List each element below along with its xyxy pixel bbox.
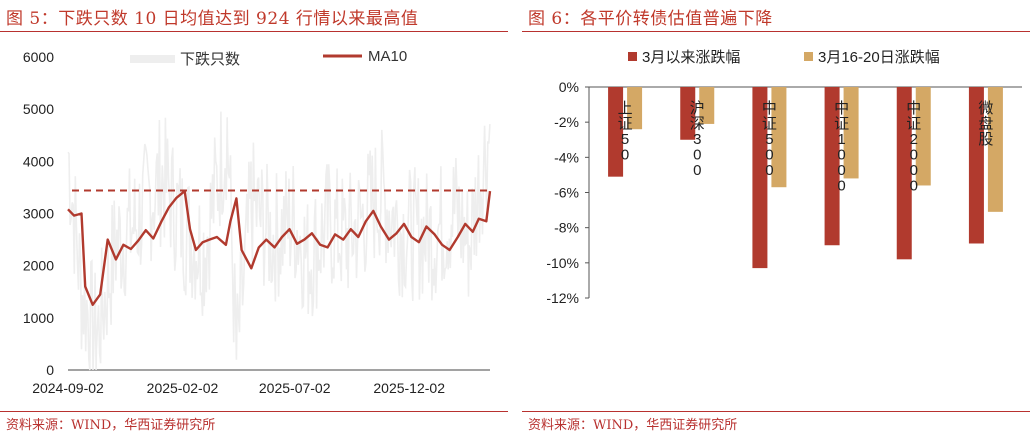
bar-march-16-20 (699, 87, 715, 124)
ma10-series-line (67, 189, 492, 306)
y-tick-label: 1000 (23, 310, 54, 326)
left-figure-panel: 图 5：下跌只数 10 日均值达到 924 行情以来最高值 0 1000 2000 3… (0, 0, 508, 437)
x-category-label: 微盘股 (978, 100, 993, 148)
source-rule (0, 411, 508, 412)
y-tick-label: 4000 (23, 153, 54, 169)
x-tick-label: 2025-02-02 (147, 380, 219, 396)
legend-label-daily: 下跌只数 (180, 51, 240, 68)
y-tick-label: 0% (559, 79, 579, 95)
x-category-label: 中证 2 0 0 0 (906, 100, 921, 195)
source-note: 资料来源：WIND，华西证券研究所 (528, 418, 738, 433)
falling-count-line-chart: 0 1000 2000 3000 4000 5000 6000 2024-09-02 2025-… (23, 48, 492, 396)
figure-title: 图 5：下跌只数 10 日均值达到 924 行情以来最高值 (6, 9, 419, 29)
y-tick-label: 0 (46, 362, 54, 378)
daily-falling-count-series (67, 111, 491, 371)
y-tick-label: 3000 (23, 206, 54, 222)
valuation-change-bar-chart: 0% -2% -4% -6% -8% -10% -12% 上证 5 0 沪深 3 0 0 中证 5 0 0 中证 1 0… (546, 49, 1022, 306)
y-tick-label: -8% (554, 220, 579, 236)
source-note: 资料来源：WIND，华西证券研究所 (6, 418, 216, 433)
bar-march-16-20 (843, 87, 859, 179)
x-category-label: 中证 5 0 0 (762, 100, 777, 179)
y-tick-label: 2000 (23, 258, 54, 274)
bar-march-16-20 (627, 87, 643, 130)
source-rule (522, 411, 1030, 412)
y-tick-label: -4% (554, 149, 579, 165)
y-tick-label: -10% (546, 255, 579, 271)
bar-since-march (824, 87, 840, 246)
x-tick-label: 2025-12-02 (373, 380, 445, 396)
legend-swatch-since-march (628, 52, 637, 61)
bar-since-march (680, 87, 696, 140)
legend-label-march-16-20: 3月16-20日涨跌幅 (818, 49, 940, 66)
bar-since-march (608, 87, 624, 177)
y-tick-label: 5000 (23, 101, 54, 117)
legend-label-since-march: 3月以来涨跌幅 (642, 49, 740, 66)
x-tick-label: 2025-07-02 (259, 380, 331, 396)
bar-since-march (752, 87, 768, 269)
title-rule (522, 31, 1030, 32)
right-figure-panel: 图 6：各平价转债估值普遍下降 0% -2% -4% -6% -8% -10% -12% 上证… (522, 0, 1032, 437)
bar-since-march (968, 87, 984, 244)
x-category-label: 上证 5 0 (618, 100, 633, 164)
bar-since-march (896, 87, 912, 260)
bar-march-16-20 (771, 87, 787, 188)
legend-label-ma10: MA10 (368, 48, 407, 65)
y-tick-label: 6000 (23, 49, 54, 65)
y-tick-label: -2% (554, 114, 579, 130)
legend-swatch-march-16-20 (804, 52, 813, 61)
y-tick-label: -6% (554, 185, 579, 201)
x-tick-label: 2024-09-02 (32, 380, 104, 396)
y-tick-label: -12% (546, 290, 579, 306)
x-category-label: 中证 1 0 0 0 (834, 100, 849, 195)
bar-march-16-20 (915, 87, 931, 186)
title-rule (0, 31, 508, 32)
bar-march-16-20 (987, 87, 1003, 212)
figure-title: 图 6：各平价转债估值普遍下降 (528, 9, 773, 29)
x-category-label: 沪深 3 0 0 (690, 100, 705, 179)
